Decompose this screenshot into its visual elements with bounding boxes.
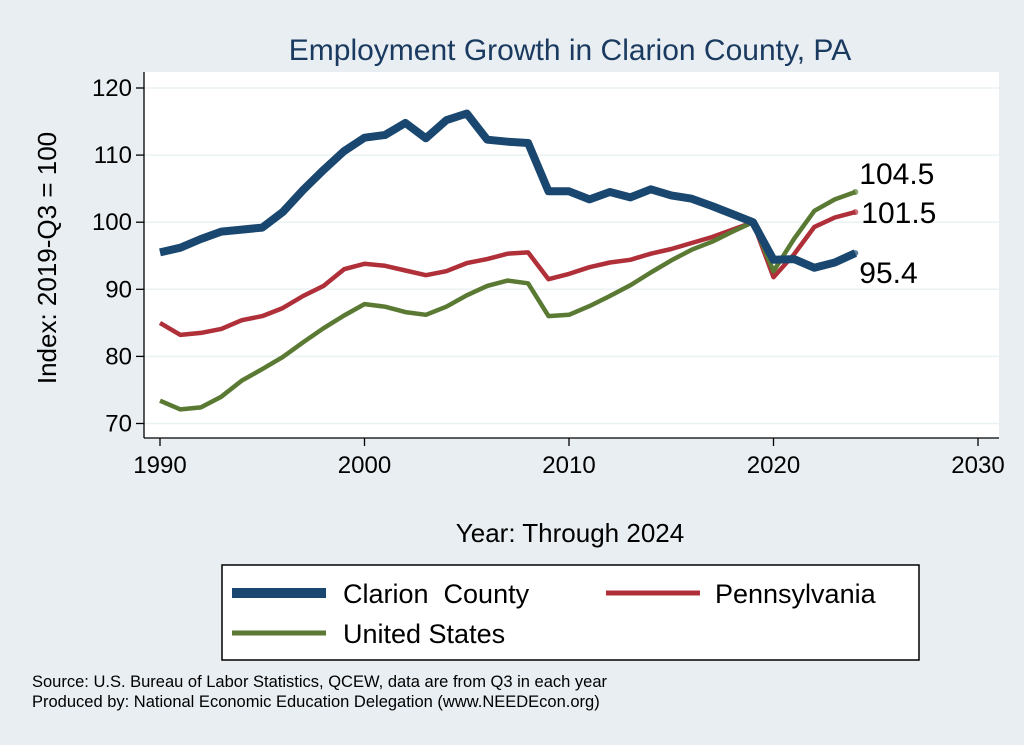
x-tick-label-2000: 2000 — [338, 452, 391, 479]
end-point-pennsylvania — [852, 209, 859, 216]
end-labels: 95.4 101.5 104.5 — [859, 158, 936, 290]
end-point-clarion-county — [852, 250, 859, 257]
series-line-clarion-county — [159, 109, 857, 272]
chart-title: Employment Growth in Clarion County, PA — [289, 34, 851, 67]
series-line-united-states — [159, 189, 857, 412]
legend-box — [221, 564, 920, 661]
x-tick-label-2030: 2030 — [951, 452, 1004, 479]
y-tick-label-110: 110 — [94, 142, 132, 169]
y-tick-label-70: 70 — [105, 411, 132, 438]
end-label-united-states: 104.5 — [859, 158, 934, 191]
legend: Clarion County Pennsylvania United State… — [221, 564, 920, 661]
y-tick-label-90: 90 — [105, 276, 132, 303]
x-tick-label-1990: 1990 — [133, 452, 186, 479]
series-lines — [158, 109, 859, 412]
end-label-pennsylvania: 101.5 — [861, 197, 936, 230]
axes: 70 80 90 100 110 120 1990 2000 2010 2020 2030 — [92, 72, 1005, 479]
legend-label-pennsylvania: Pennsylvania — [715, 579, 877, 609]
end-label-clarion-county: 95.4 — [859, 257, 917, 290]
y-tick-label-80: 80 — [105, 343, 132, 370]
end-point-united-states — [852, 189, 859, 196]
source-line-1: Source: U.S. Bureau of Labor Statistics,… — [32, 673, 608, 691]
x-tick-label-2010: 2010 — [542, 452, 595, 479]
legend-label-united-states: United States — [343, 619, 505, 649]
x-axis-label: Year: Through 2024 — [456, 518, 684, 548]
source-line-2: Produced by: National Economic Education… — [32, 693, 600, 711]
y-tick-label-100: 100 — [92, 209, 132, 236]
y-axis-label: Index: 2019-Q3 = 100 — [32, 132, 62, 384]
legend-label-clarion-county: Clarion County — [343, 579, 530, 609]
x-tick-label-2020: 2020 — [747, 452, 800, 479]
plot-area — [144, 72, 999, 438]
y-tick-label-120: 120 — [92, 75, 132, 102]
